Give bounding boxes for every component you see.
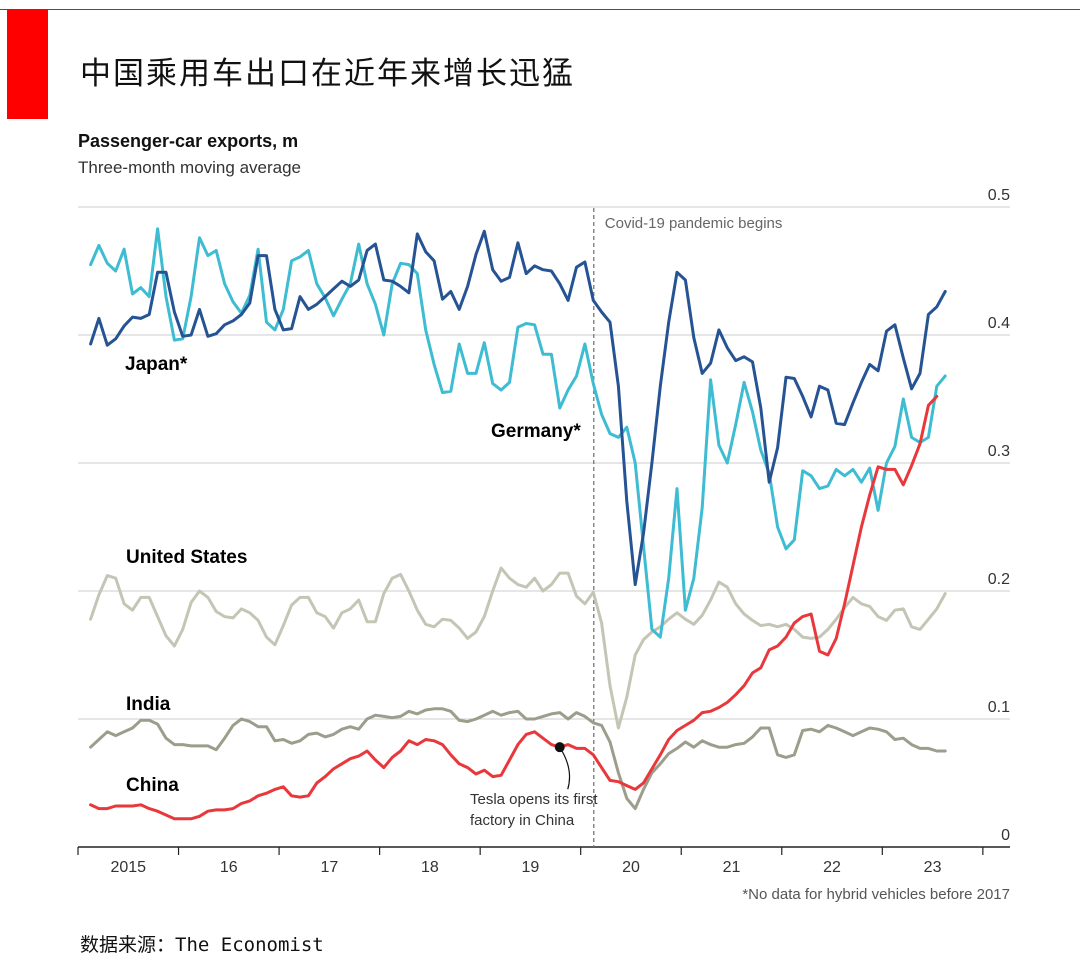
y-tick-label: 0 bbox=[1001, 827, 1010, 844]
chart-title: Passenger-car exports, m bbox=[78, 131, 299, 151]
y-tick-label: 0.1 bbox=[988, 699, 1010, 716]
x-axis: 2015 16 17 18 19 20 21 22 23 bbox=[77, 846, 1010, 876]
x-tick-label: 17 bbox=[320, 859, 338, 876]
x-tick-label: 18 bbox=[421, 859, 439, 876]
red-brand-tab bbox=[7, 9, 48, 119]
x-tick-label: 22 bbox=[823, 859, 841, 876]
page-title: 中国乘用车出口在近年来增长迅猛 bbox=[80, 56, 575, 92]
y-tick-labels: 0 0.1 0.2 0.3 0.4 0.5 bbox=[988, 187, 1010, 844]
series-line-japan bbox=[89, 229, 947, 587]
footnote: *No data for hybrid vehicles before 2017 bbox=[742, 886, 1010, 903]
x-tick-label: 16 bbox=[220, 859, 238, 876]
series-line-germany bbox=[89, 227, 947, 639]
label-germany: Germany* bbox=[491, 421, 581, 442]
x-tick-label: 2015 bbox=[110, 859, 146, 876]
series-lines bbox=[89, 227, 947, 821]
y-tick-label: 0.2 bbox=[988, 571, 1010, 588]
label-china: China bbox=[126, 775, 179, 796]
series-line-india bbox=[89, 707, 947, 811]
x-tick-label: 19 bbox=[522, 859, 540, 876]
x-tick-label: 23 bbox=[924, 859, 942, 876]
label-india: India bbox=[126, 694, 171, 715]
y-tick-label: 0.5 bbox=[988, 187, 1010, 204]
grid-lines bbox=[78, 206, 1010, 720]
y-tick-label: 0.4 bbox=[988, 315, 1010, 332]
label-united-states: United States bbox=[126, 547, 247, 568]
covid-annotation: Covid-19 pandemic begins bbox=[605, 215, 783, 232]
tesla-leader-line bbox=[559, 746, 571, 790]
chart-subtitle: Three-month moving average bbox=[78, 158, 302, 177]
x-tick-label: 20 bbox=[622, 859, 640, 876]
top-rule bbox=[0, 9, 1080, 10]
label-japan: Japan* bbox=[125, 354, 188, 375]
tesla-annotation-line1: Tesla opens its first bbox=[470, 791, 598, 808]
x-tick-label: 21 bbox=[723, 859, 741, 876]
y-tick-label: 0.3 bbox=[988, 443, 1010, 460]
series-line-china bbox=[89, 394, 939, 821]
tesla-annotation-line2: factory in China bbox=[470, 812, 575, 829]
series-line-united-states bbox=[89, 566, 947, 730]
source-note: 数据来源：The Economist bbox=[80, 934, 324, 956]
